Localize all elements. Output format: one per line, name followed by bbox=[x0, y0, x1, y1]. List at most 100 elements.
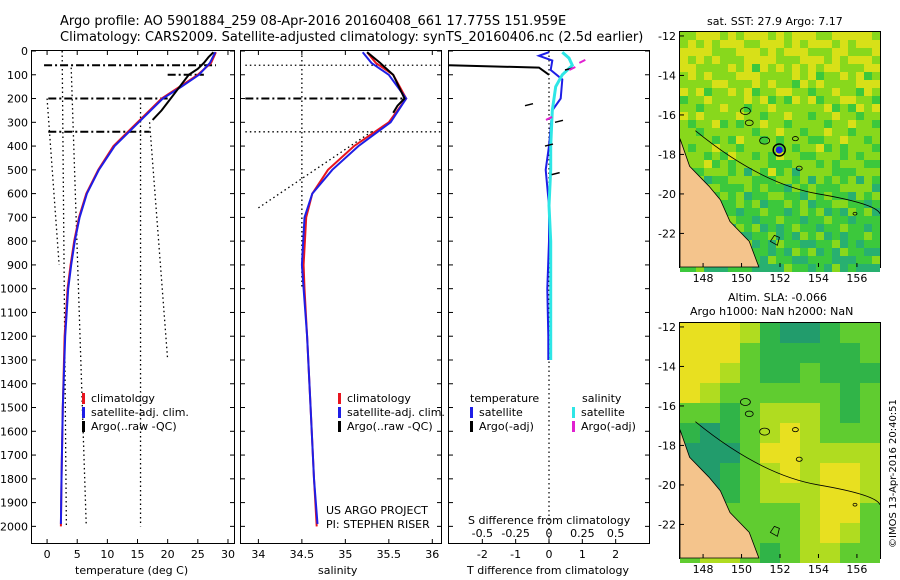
y-tick-label: 1100 bbox=[0, 306, 28, 319]
field-cell bbox=[736, 40, 744, 48]
field-cell bbox=[872, 224, 880, 232]
field-cell bbox=[696, 72, 704, 80]
field-cell bbox=[840, 503, 860, 523]
field-cell bbox=[776, 120, 784, 128]
field-cell bbox=[864, 72, 872, 80]
argo-sal-marker bbox=[578, 58, 586, 64]
field-cell bbox=[824, 144, 832, 152]
field-cell bbox=[824, 160, 832, 168]
field-cell bbox=[872, 240, 880, 248]
field-cell bbox=[680, 88, 688, 96]
depth-contour bbox=[695, 421, 881, 505]
field-cell bbox=[840, 160, 848, 168]
field-cell bbox=[824, 200, 832, 208]
field-cell bbox=[800, 403, 820, 423]
field-cell bbox=[840, 184, 848, 192]
legend-swatch-argo bbox=[338, 420, 341, 432]
field-cell bbox=[760, 176, 768, 184]
field-cell bbox=[840, 168, 848, 176]
field-cell bbox=[720, 200, 728, 208]
y-tick-label: 1500 bbox=[0, 402, 28, 415]
field-cell bbox=[760, 200, 768, 208]
field-cell bbox=[780, 343, 800, 363]
field-cell bbox=[680, 64, 688, 72]
field-cell bbox=[800, 483, 820, 503]
field-cell bbox=[688, 128, 696, 136]
field-cell bbox=[800, 112, 808, 120]
field-cell bbox=[752, 192, 760, 200]
field-cell bbox=[768, 160, 776, 168]
field-cell bbox=[848, 64, 856, 72]
field-cell bbox=[744, 208, 752, 216]
field-cell bbox=[800, 523, 820, 543]
y-tick-label: 800 bbox=[7, 235, 28, 248]
x-tick-label: 152 bbox=[770, 272, 791, 285]
field-cell bbox=[864, 216, 872, 224]
field-cell bbox=[704, 72, 712, 80]
field-cell bbox=[696, 56, 704, 64]
y-tick-label: 100 bbox=[7, 69, 28, 82]
temperature-xlabel: temperature (deg C) bbox=[75, 564, 189, 577]
legend-swatch-t-argo bbox=[470, 420, 473, 432]
series-s-satellite bbox=[547, 51, 575, 360]
field-cell bbox=[824, 184, 832, 192]
field-cell bbox=[768, 184, 776, 192]
field-cell bbox=[832, 200, 840, 208]
field-cell bbox=[728, 216, 736, 224]
field-cell bbox=[840, 96, 848, 104]
reef-outline bbox=[744, 119, 754, 127]
legend-label-argo: Argo(..raw -QC) bbox=[347, 419, 433, 433]
field-cell bbox=[864, 96, 872, 104]
field-cell bbox=[832, 104, 840, 112]
series-satellite bbox=[300, 51, 408, 525]
field-cell bbox=[820, 323, 840, 343]
field-cell bbox=[720, 323, 740, 343]
field-cell bbox=[776, 88, 784, 96]
field-cell bbox=[728, 64, 736, 72]
field-cell bbox=[840, 543, 860, 563]
field-cell bbox=[864, 56, 872, 64]
field-cell bbox=[760, 120, 768, 128]
field-cell bbox=[720, 96, 728, 104]
field-cell bbox=[808, 168, 816, 176]
field-cell bbox=[696, 168, 704, 176]
field-cell bbox=[856, 240, 864, 248]
field-cell bbox=[864, 240, 872, 248]
field-cell bbox=[784, 240, 792, 248]
field-cell bbox=[856, 80, 864, 88]
field-cell bbox=[728, 120, 736, 128]
field-cell bbox=[776, 48, 784, 56]
field-cell bbox=[832, 56, 840, 64]
top-x-tick-label: -0.5 bbox=[472, 527, 493, 540]
field-cell bbox=[856, 264, 864, 272]
field-cell bbox=[728, 176, 736, 184]
field-cell bbox=[712, 264, 720, 272]
field-cell bbox=[740, 343, 760, 363]
field-cell bbox=[872, 136, 880, 144]
field-cell bbox=[808, 144, 816, 152]
field-cell bbox=[824, 240, 832, 248]
field-cell bbox=[848, 88, 856, 96]
field-cell bbox=[680, 383, 700, 403]
field-cell bbox=[860, 383, 880, 403]
field-cell bbox=[864, 104, 872, 112]
field-cell bbox=[816, 248, 824, 256]
field-cell bbox=[860, 343, 880, 363]
field-cell bbox=[840, 144, 848, 152]
field-cell bbox=[776, 232, 784, 240]
field-cell bbox=[760, 72, 768, 80]
x-tick-label: 156 bbox=[846, 563, 867, 576]
field-cell bbox=[824, 64, 832, 72]
temperature-chart: 0100200300400500600700800900100011001200… bbox=[0, 45, 235, 561]
field-cell bbox=[848, 240, 856, 248]
field-cell bbox=[856, 216, 864, 224]
field-cell bbox=[784, 80, 792, 88]
field-cell bbox=[872, 72, 880, 80]
x-tick-label: 34.5 bbox=[290, 548, 315, 561]
field-cell bbox=[792, 224, 800, 232]
x-tick-label: 20 bbox=[161, 548, 175, 561]
field-cell bbox=[824, 232, 832, 240]
field-cell bbox=[736, 200, 744, 208]
field-cell bbox=[768, 192, 776, 200]
field-cell bbox=[848, 184, 856, 192]
